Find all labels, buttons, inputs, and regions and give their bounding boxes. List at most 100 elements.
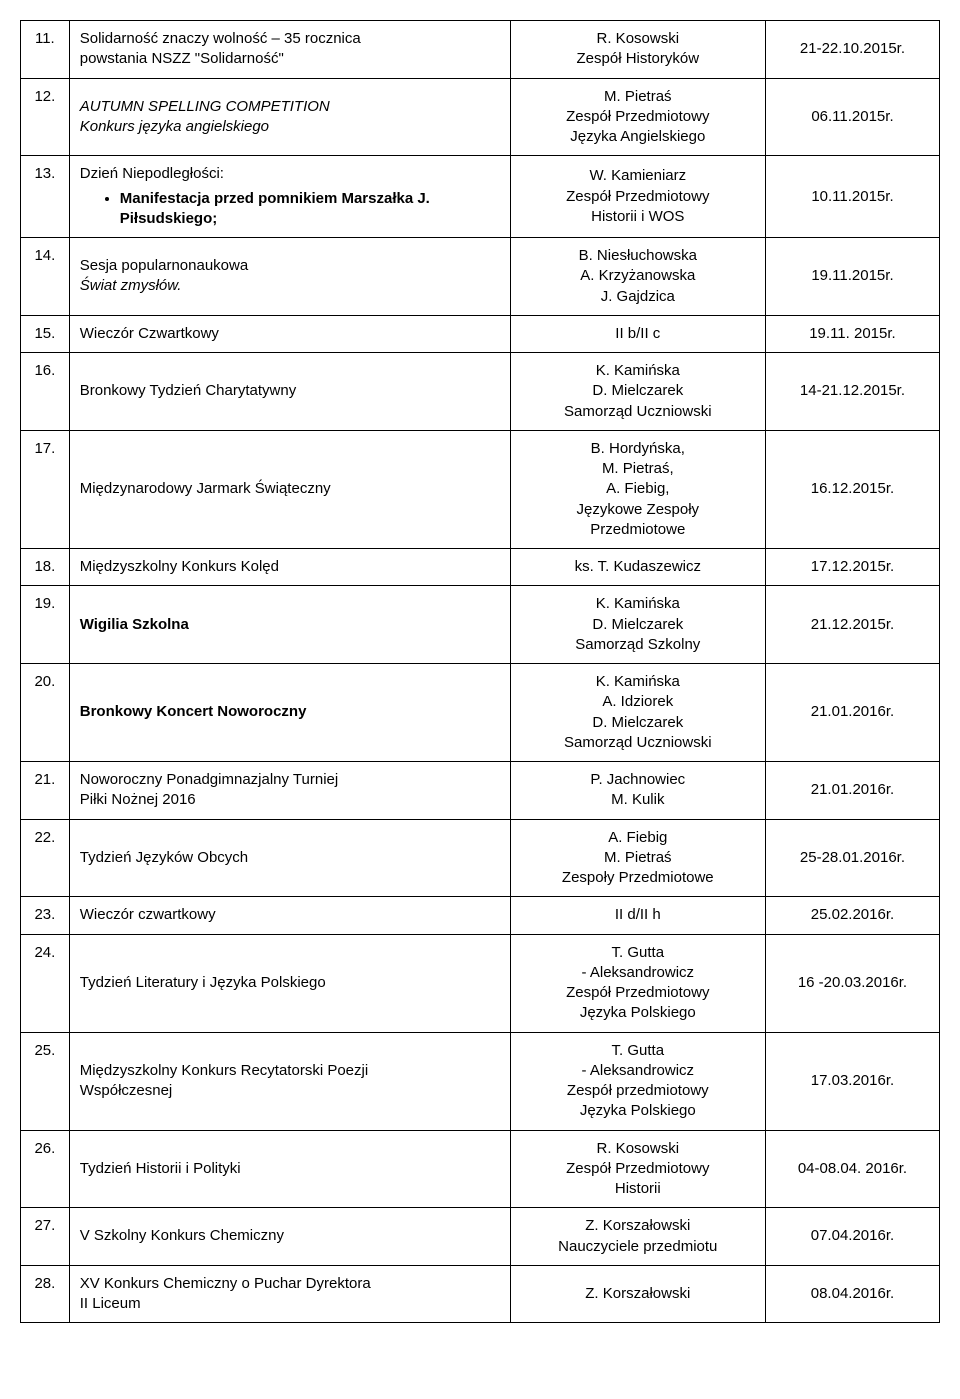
row-person: K. KamińskaA. IdziorekD. MielczarekSamor… <box>510 664 765 762</box>
row-description: Wieczór Czwartkowy <box>69 315 510 352</box>
row-description: Wigilia Szkolna <box>69 586 510 664</box>
row-description: Solidarność znaczy wolność – 35 rocznica… <box>69 21 510 79</box>
table-row: 22.Tydzień Języków ObcychA. FiebigM. Pie… <box>21 819 940 897</box>
person-line: - Aleksandrowicz <box>521 963 755 983</box>
person-line: - Aleksandrowicz <box>521 1061 755 1081</box>
row-number: 17. <box>21 430 70 548</box>
person-line: II b/II c <box>521 324 755 344</box>
row-date: 19.11.2015r. <box>765 238 939 316</box>
person-line: A. Fiebig, <box>521 479 755 499</box>
person-line: K. Kamińska <box>521 594 755 614</box>
row-number: 25. <box>21 1032 70 1130</box>
row-description: Tydzień Historii i Polityki <box>69 1130 510 1208</box>
row-number: 19. <box>21 586 70 664</box>
person-line: Języka Polskiego <box>521 1101 755 1121</box>
person-line: II d/II h <box>521 905 755 925</box>
row-date: 16 -20.03.2016r. <box>765 934 939 1032</box>
row-date: 17.03.2016r. <box>765 1032 939 1130</box>
row-description: Noworoczny Ponadgimnazjalny TurniejPiłki… <box>69 762 510 820</box>
description-line: Sesja popularnonaukowa <box>80 256 500 276</box>
row-date: 21.01.2016r. <box>765 664 939 762</box>
table-row: 23.Wieczór czwartkowyII d/II h25.02.2016… <box>21 897 940 934</box>
row-description: XV Konkurs Chemiczny o Puchar DyrektoraI… <box>69 1265 510 1323</box>
description-line: Dzień Niepodległości: <box>80 164 500 184</box>
row-number: 11. <box>21 21 70 79</box>
table-row: 14.Sesja popularnonaukowaŚwiat zmysłów.B… <box>21 238 940 316</box>
row-date: 10.11.2015r. <box>765 156 939 238</box>
person-line: Języka Angielskiego <box>521 127 755 147</box>
row-description: Międzyszkolny Konkurs Kolęd <box>69 549 510 586</box>
description-line: Solidarność znaczy wolność – 35 rocznica <box>80 29 500 49</box>
person-line: B. Niesłuchowska <box>521 246 755 266</box>
row-date: 21-22.10.2015r. <box>765 21 939 79</box>
person-line: K. Kamińska <box>521 672 755 692</box>
description-line: V Szkolny Konkurs Chemiczny <box>80 1226 500 1246</box>
person-line: T. Gutta <box>521 1041 755 1061</box>
row-person: II b/II c <box>510 315 765 352</box>
description-line: powstania NSZZ "Solidarność" <box>80 49 500 69</box>
description-line: AUTUMN SPELLING COMPETITION <box>80 97 500 117</box>
row-person: P. JachnowiecM. Kulik <box>510 762 765 820</box>
row-number: 14. <box>21 238 70 316</box>
row-date: 07.04.2016r. <box>765 1208 939 1266</box>
person-line: K. Kamińska <box>521 361 755 381</box>
row-description: Tydzień Języków Obcych <box>69 819 510 897</box>
row-date: 21.12.2015r. <box>765 586 939 664</box>
table-row: 19.Wigilia SzkolnaK. KamińskaD. Mielczar… <box>21 586 940 664</box>
row-number: 28. <box>21 1265 70 1323</box>
row-person: II d/II h <box>510 897 765 934</box>
row-number: 16. <box>21 353 70 431</box>
person-line: R. Kosowski <box>521 29 755 49</box>
person-line: Z. Korszałowski <box>521 1216 755 1236</box>
table-row: 18. Międzyszkolny Konkurs Kolęd ks. T. Kud… <box>21 549 940 586</box>
description-line: II Liceum <box>80 1294 500 1314</box>
table-row: 25. Międzyszkolny Konkurs Recytatorski Po… <box>21 1032 940 1130</box>
description-line: Konkurs języka angielskiego <box>80 117 500 137</box>
table-row: 15.Wieczór CzwartkowyII b/II c19.11. 201… <box>21 315 940 352</box>
row-date: 21.01.2016r. <box>765 762 939 820</box>
person-line: J. Gajdzica <box>521 287 755 307</box>
row-person: K. KamińskaD. MielczarekSamorząd Uczniow… <box>510 353 765 431</box>
person-line: M. Kulik <box>521 790 755 810</box>
person-line: R. Kosowski <box>521 1139 755 1159</box>
row-number: 15. <box>21 315 70 352</box>
description-line: Bronkowy Koncert Noworoczny <box>80 702 500 722</box>
person-line: Zespoły Przedmiotowe <box>521 868 755 888</box>
person-line: B. Hordyńska, <box>521 439 755 459</box>
table-row: 11.Solidarność znaczy wolność – 35 roczn… <box>21 21 940 79</box>
row-person: B. Hordyńska,M. Pietraś,A. Fiebig,Języko… <box>510 430 765 548</box>
table-row: 24.Tydzień Literatury i Języka Polskiego… <box>21 934 940 1032</box>
row-person: ks. T. Kudaszewicz <box>510 549 765 586</box>
row-person: Z. KorszałowskiNauczyciele przedmiotu <box>510 1208 765 1266</box>
description-bullet: Manifestacja przed pomnikiem Marszałka J… <box>120 189 500 230</box>
row-person: M. PietraśZespół PrzedmiotowyJęzyka Angi… <box>510 78 765 156</box>
row-date: 16.12.2015r. <box>765 430 939 548</box>
row-description: Bronkowy Tydzień Charytatywny <box>69 353 510 431</box>
row-number: 13. <box>21 156 70 238</box>
table-row: 12.AUTUMN SPELLING COMPETITIONKonkurs ję… <box>21 78 940 156</box>
description-line: Piłki Nożnej 2016 <box>80 790 500 810</box>
row-date: 04-08.04. 2016r. <box>765 1130 939 1208</box>
person-line: Zespół Przedmiotowy <box>521 983 755 1003</box>
person-line: Zespół Przedmiotowy <box>521 187 755 207</box>
row-date: 06.11.2015r. <box>765 78 939 156</box>
description-line: Międzyszkolny Konkurs Kolęd <box>80 557 500 577</box>
table-row: 21.Noworoczny Ponadgimnazjalny TurniejPi… <box>21 762 940 820</box>
person-line: Z. Korszałowski <box>521 1284 755 1304</box>
description-line: Wieczór czwartkowy <box>80 905 500 925</box>
person-line: A. Idziorek <box>521 692 755 712</box>
row-number: 26. <box>21 1130 70 1208</box>
row-date: 14-21.12.2015r. <box>765 353 939 431</box>
row-person: T. Gutta- AleksandrowiczZespół przedmiot… <box>510 1032 765 1130</box>
row-description: AUTUMN SPELLING COMPETITIONKonkurs język… <box>69 78 510 156</box>
description-line: Tydzień Języków Obcych <box>80 848 500 868</box>
table-row: 17.Międzynarodowy Jarmark ŚwiątecznyB. H… <box>21 430 940 548</box>
row-number: 21. <box>21 762 70 820</box>
description-line: Noworoczny Ponadgimnazjalny Turniej <box>80 770 500 790</box>
row-description: Tydzień Literatury i Języka Polskiego <box>69 934 510 1032</box>
description-line: Międzyszkolny Konkurs Recytatorski Poezj… <box>80 1061 500 1081</box>
row-person: R. KosowskiZespół Historyków <box>510 21 765 79</box>
row-number: 18. <box>21 549 70 586</box>
person-line: M. Pietraś <box>521 848 755 868</box>
person-line: ks. T. Kudaszewicz <box>521 557 755 577</box>
